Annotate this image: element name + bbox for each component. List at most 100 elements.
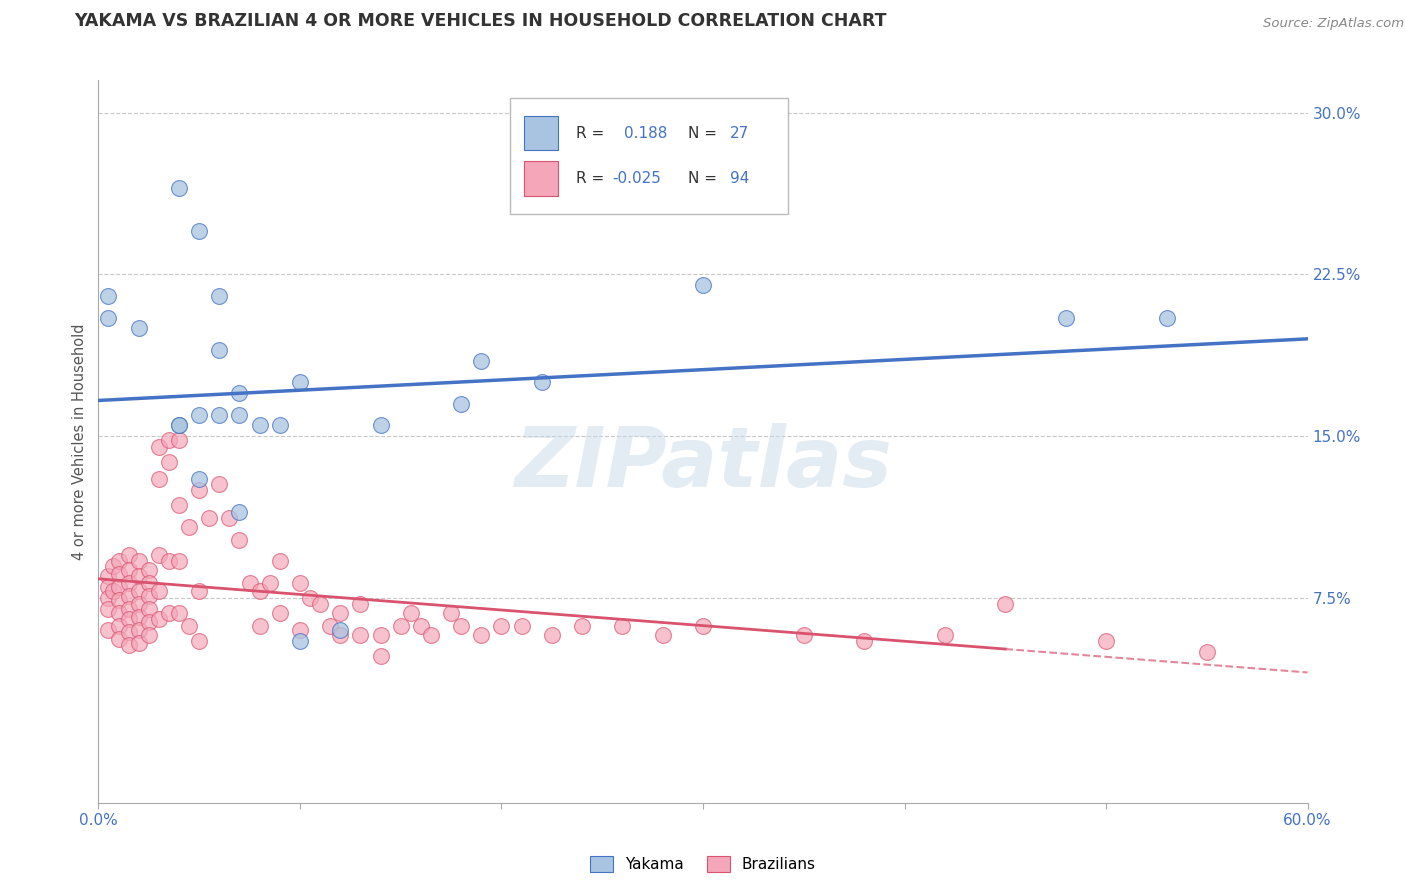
Point (934, 627, 956, 641)
Point (1054, 310, 1077, 325)
Point (157, 455, 180, 469)
Point (188, 408, 211, 422)
Point (167, 434, 190, 448)
Point (128, 554, 150, 568)
Legend: Yakama, Brazilians: Yakama, Brazilians (583, 850, 823, 879)
Point (157, 554, 180, 568)
Point (228, 408, 250, 422)
Point (329, 624, 352, 638)
Point (239, 575, 262, 590)
Point (97, 624, 120, 638)
Point (128, 569, 150, 583)
Point (269, 606, 291, 620)
Point (148, 612, 170, 626)
Point (138, 627, 160, 641)
Point (167, 418, 190, 433)
Point (288, 634, 311, 648)
Point (157, 434, 180, 448)
Point (692, 278, 714, 293)
Point (269, 418, 291, 433)
Point (97, 601, 120, 615)
Point (389, 619, 412, 633)
Point (249, 619, 271, 633)
Point (128, 610, 150, 624)
Point (188, 634, 211, 648)
Point (1095, 634, 1118, 648)
Point (118, 625, 141, 640)
Text: N =: N = (689, 171, 717, 186)
Point (107, 593, 129, 607)
Point (692, 619, 714, 633)
Point (97, 580, 120, 594)
Point (167, 554, 190, 568)
Point (97, 569, 120, 583)
Point (218, 511, 240, 525)
Y-axis label: 4 or more Vehicles in Household: 4 or more Vehicles in Household (72, 323, 87, 560)
Point (370, 418, 392, 433)
Point (198, 511, 221, 525)
Point (188, 483, 211, 497)
Point (128, 584, 150, 599)
Text: Source: ZipAtlas.com: Source: ZipAtlas.com (1263, 17, 1405, 29)
Point (530, 376, 553, 390)
Point (309, 598, 332, 612)
Point (409, 619, 432, 633)
Point (179, 619, 201, 633)
Text: 0.188: 0.188 (624, 126, 668, 141)
Point (128, 624, 150, 638)
Point (118, 548, 141, 562)
FancyBboxPatch shape (524, 116, 558, 151)
Point (571, 619, 593, 633)
FancyBboxPatch shape (524, 161, 558, 196)
Point (329, 606, 352, 620)
Point (1156, 310, 1178, 325)
Point (208, 289, 231, 303)
Point (288, 575, 311, 590)
Point (118, 589, 141, 603)
Point (167, 418, 190, 433)
Point (97, 310, 120, 325)
Point (208, 343, 231, 357)
Point (249, 584, 271, 599)
Point (118, 563, 141, 577)
Point (138, 615, 160, 629)
Point (208, 408, 231, 422)
Text: ZIPatlas: ZIPatlas (515, 423, 891, 504)
Point (107, 567, 129, 582)
Point (167, 606, 190, 620)
FancyBboxPatch shape (509, 98, 787, 214)
Point (450, 397, 472, 411)
Point (370, 627, 392, 641)
Text: 94: 94 (730, 171, 749, 186)
Text: N =: N = (689, 126, 717, 141)
Point (269, 554, 291, 568)
Point (329, 627, 352, 641)
Point (179, 520, 201, 534)
Point (1195, 645, 1218, 659)
Point (228, 533, 250, 547)
Point (128, 321, 150, 335)
Point (510, 619, 533, 633)
Point (188, 224, 211, 238)
Text: -0.025: -0.025 (613, 171, 661, 186)
Point (249, 418, 271, 433)
Point (440, 606, 463, 620)
Text: 27: 27 (730, 126, 749, 141)
Point (228, 505, 250, 519)
Point (259, 575, 281, 590)
Point (167, 181, 190, 195)
Point (148, 440, 170, 454)
Point (651, 627, 673, 641)
Point (101, 584, 124, 599)
Text: R =: R = (576, 126, 605, 141)
Point (107, 632, 129, 646)
Point (157, 606, 180, 620)
Point (228, 386, 250, 401)
Point (540, 627, 562, 641)
Point (167, 498, 190, 512)
Point (138, 575, 160, 590)
Point (107, 554, 129, 568)
Point (491, 619, 513, 633)
Point (470, 627, 492, 641)
Point (148, 472, 170, 486)
